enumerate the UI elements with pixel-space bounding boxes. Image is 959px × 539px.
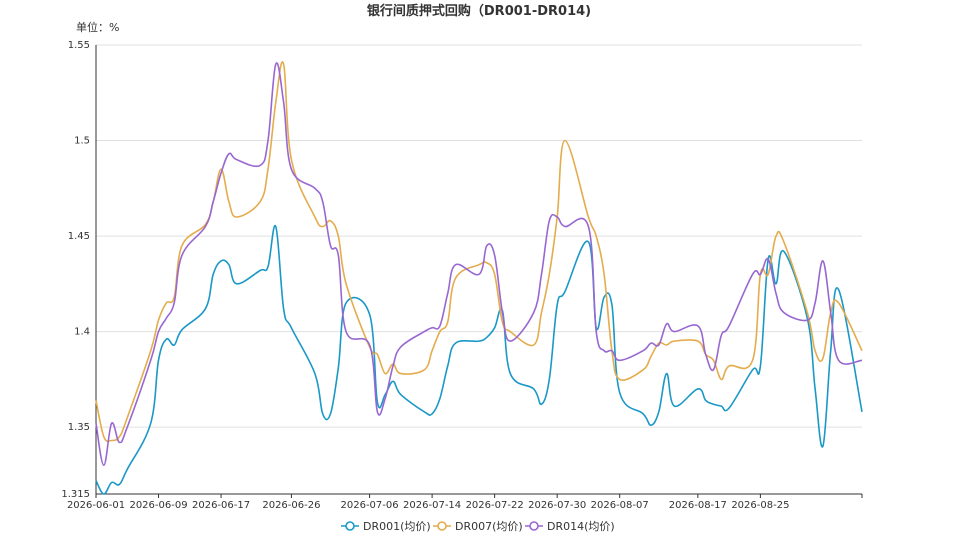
x-tick-label: 2026-08-07 [591,500,649,511]
series-line-dr007 [95,61,863,443]
x-tick-label: 2026-06-09 [129,500,187,511]
grid-lines [96,44,862,428]
x-tick-label: 2026-06-26 [262,500,320,511]
legend-label: DR001(均价) [363,520,431,533]
x-tick-label: 2026-08-17 [669,500,727,511]
legend-marker-icon [529,521,539,531]
series-line-dr001 [95,224,863,495]
x-tick-label: 2026-06-17 [192,500,250,511]
legend-marker-icon [437,521,447,531]
y-tick-label: 1.35 [68,422,90,433]
y-tick-label: 1.55 [68,40,90,51]
series-line-dr014 [95,62,863,467]
chart-title: 银行间质押式回购（DR001-DR014) [367,3,591,19]
legend-item-dr001[interactable]: DR001(均价) [341,520,431,533]
legend-label: DR014(均价) [547,520,615,533]
y-tick-label: 1.45 [68,231,90,242]
unit-label: 单位：% [76,20,119,34]
x-tick-label: 2026-07-14 [403,500,461,511]
y-tick-label: 1.4 [74,327,90,338]
legend[interactable]: DR001(均价) DR007(均价) DR014(均价) [341,520,615,533]
x-tick-label: 2026-07-30 [528,500,586,511]
legend-marker-icon [345,521,355,531]
x-tick-label: 2026-07-22 [466,500,524,511]
x-tick-label: 2026-06-01 [67,500,125,511]
x-tick-label: 2026-07-06 [341,500,399,511]
x-tick-label: 2026-08-25 [731,500,789,511]
y-tick-label: 1.5 [74,136,90,147]
y-tick-label: 1.315 [61,489,90,500]
legend-item-dr014[interactable]: DR014(均价) [525,520,615,533]
legend-item-dr007[interactable]: DR007(均价) [433,520,523,533]
series-lines [95,61,863,495]
legend-label: DR007(均价) [455,520,523,533]
